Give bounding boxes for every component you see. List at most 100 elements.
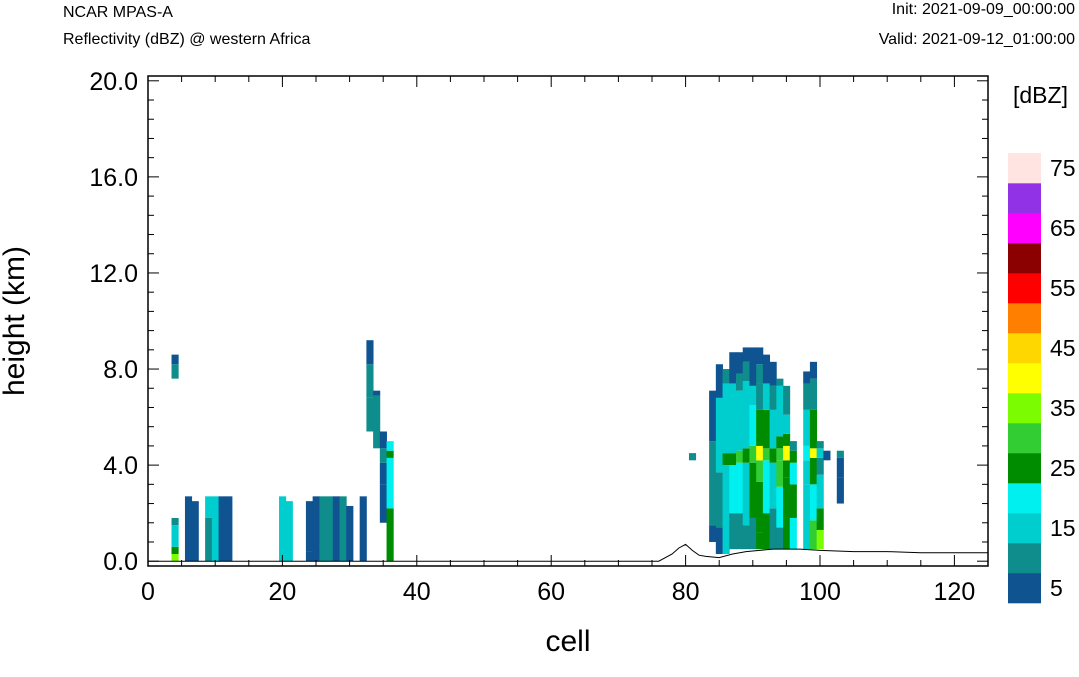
reflectivity-cell bbox=[783, 433, 791, 446]
colorbar bbox=[1008, 153, 1041, 604]
reflectivity-cell bbox=[373, 390, 381, 396]
y-tick-label: 20.0 bbox=[89, 68, 138, 96]
reflectivity-cell bbox=[789, 441, 797, 451]
reflectivity-cell bbox=[809, 409, 818, 449]
reflectivity-cell bbox=[789, 517, 797, 550]
reflectivity-cell bbox=[783, 517, 791, 550]
x-tick-label: 100 bbox=[799, 578, 841, 606]
reflectivity-cell bbox=[789, 450, 797, 463]
reflectivity-cell bbox=[789, 462, 797, 485]
reflectivity-cell bbox=[762, 409, 770, 449]
reflectivity-cell bbox=[756, 347, 764, 365]
reflectivity-cell bbox=[809, 448, 818, 458]
reflectivity-cell bbox=[736, 352, 744, 374]
reflectivity-cell bbox=[722, 383, 730, 454]
reflectivity-cell bbox=[783, 414, 791, 434]
reflectivity-cell bbox=[836, 477, 844, 504]
reflectivity-cell bbox=[769, 385, 777, 410]
reflectivity-cell bbox=[729, 453, 737, 466]
reflectivity-cell bbox=[762, 460, 770, 514]
reflectivity-cell bbox=[776, 385, 784, 437]
reflectivity-cell bbox=[769, 361, 777, 386]
reflectivity-cell bbox=[816, 529, 824, 550]
reflectivity-cell bbox=[776, 448, 784, 461]
reflectivity-cell bbox=[729, 383, 737, 454]
reflectivity-cell bbox=[386, 508, 394, 562]
colorbar-swatch bbox=[1008, 393, 1041, 424]
reflectivity-cells bbox=[171, 340, 844, 562]
reflectivity-cell bbox=[319, 496, 327, 562]
colorbar-label: 55 bbox=[1050, 275, 1076, 301]
colorbar-label: 5 bbox=[1050, 575, 1063, 601]
reflectivity-cell bbox=[332, 496, 340, 562]
reflectivity-cell bbox=[749, 445, 757, 463]
colorbar-swatch bbox=[1008, 543, 1041, 574]
reflectivity-cell bbox=[171, 364, 179, 379]
reflectivity-cell bbox=[742, 381, 750, 449]
colorbar-swatch bbox=[1008, 273, 1041, 304]
reflectivity-cell bbox=[776, 460, 784, 487]
y-tick-label: 12.0 bbox=[89, 260, 138, 288]
reflectivity-cell bbox=[789, 484, 797, 518]
colorbar-swatch bbox=[1008, 213, 1041, 244]
x-tick-label: 120 bbox=[934, 578, 976, 606]
y-tick-label: 16.0 bbox=[89, 164, 138, 192]
reflectivity-cell bbox=[836, 450, 844, 458]
reflectivity-cell bbox=[339, 496, 347, 562]
reflectivity-cell bbox=[776, 436, 784, 449]
reflectivity-cell bbox=[736, 513, 744, 550]
reflectivity-cell bbox=[762, 448, 770, 461]
init-time: Init: 2021-09-09_00:00:00 bbox=[891, 1, 1075, 18]
reflectivity-cell bbox=[709, 390, 717, 442]
reflectivity-cell bbox=[366, 397, 374, 432]
model-name: NCAR MPAS-A bbox=[63, 4, 173, 21]
colorbar-swatch bbox=[1008, 573, 1041, 604]
colorbar-swatch bbox=[1008, 333, 1041, 364]
reflectivity-cell bbox=[762, 354, 770, 384]
reflectivity-cell bbox=[285, 501, 293, 562]
reflectivity-cell bbox=[715, 364, 723, 398]
reflectivity-cell bbox=[346, 505, 354, 562]
reflectivity-cell bbox=[756, 364, 764, 384]
reflectivity-cell bbox=[205, 496, 213, 518]
reflectivity-cell bbox=[776, 486, 784, 528]
reflectivity-cell bbox=[709, 441, 717, 526]
reflectivity-cell bbox=[756, 445, 764, 461]
reflectivity-cell bbox=[809, 361, 818, 379]
reflectivity-cell bbox=[729, 513, 737, 550]
reflectivity-cell bbox=[816, 508, 824, 530]
reflectivity-cell bbox=[816, 474, 824, 509]
reflectivity-cell bbox=[736, 462, 744, 514]
y-tick-label: 0.0 bbox=[103, 548, 138, 576]
axis-ticks bbox=[147, 76, 989, 566]
reflectivity-cell bbox=[729, 352, 737, 384]
reflectivity-cell bbox=[756, 481, 764, 533]
reflectivity-cell bbox=[218, 496, 226, 562]
x-tick-label: 40 bbox=[403, 578, 431, 606]
reflectivity-cell bbox=[776, 527, 784, 550]
reflectivity-cell bbox=[762, 383, 770, 410]
terrain-line bbox=[148, 543, 988, 562]
reflectivity-cell bbox=[366, 340, 374, 365]
reflectivity-cell bbox=[736, 450, 744, 463]
colorbar-swatch bbox=[1008, 483, 1041, 514]
reflectivity-cell bbox=[386, 450, 394, 458]
reflectivity-cell bbox=[769, 508, 777, 550]
reflectivity-cell bbox=[776, 378, 784, 386]
reflectivity-cell bbox=[742, 347, 750, 362]
reflectivity-cell bbox=[305, 551, 314, 562]
reflectivity-cell bbox=[736, 390, 744, 451]
reflectivity-cell bbox=[225, 496, 233, 562]
reflectivity-cell bbox=[171, 354, 179, 365]
x-tick-label: 60 bbox=[537, 578, 565, 606]
colorbar-swatch bbox=[1008, 423, 1041, 454]
reflectivity-cell bbox=[803, 383, 811, 410]
x-tick-label: 20 bbox=[268, 578, 296, 606]
colorbar-swatch bbox=[1008, 183, 1041, 214]
reflectivity-cell bbox=[205, 517, 213, 562]
reflectivity-cell bbox=[803, 460, 811, 485]
reflectivity-cell bbox=[749, 462, 757, 518]
x-tick-labels: 0 20 40 60 80 100 120 bbox=[141, 578, 975, 606]
reflectivity-cell bbox=[736, 373, 744, 391]
